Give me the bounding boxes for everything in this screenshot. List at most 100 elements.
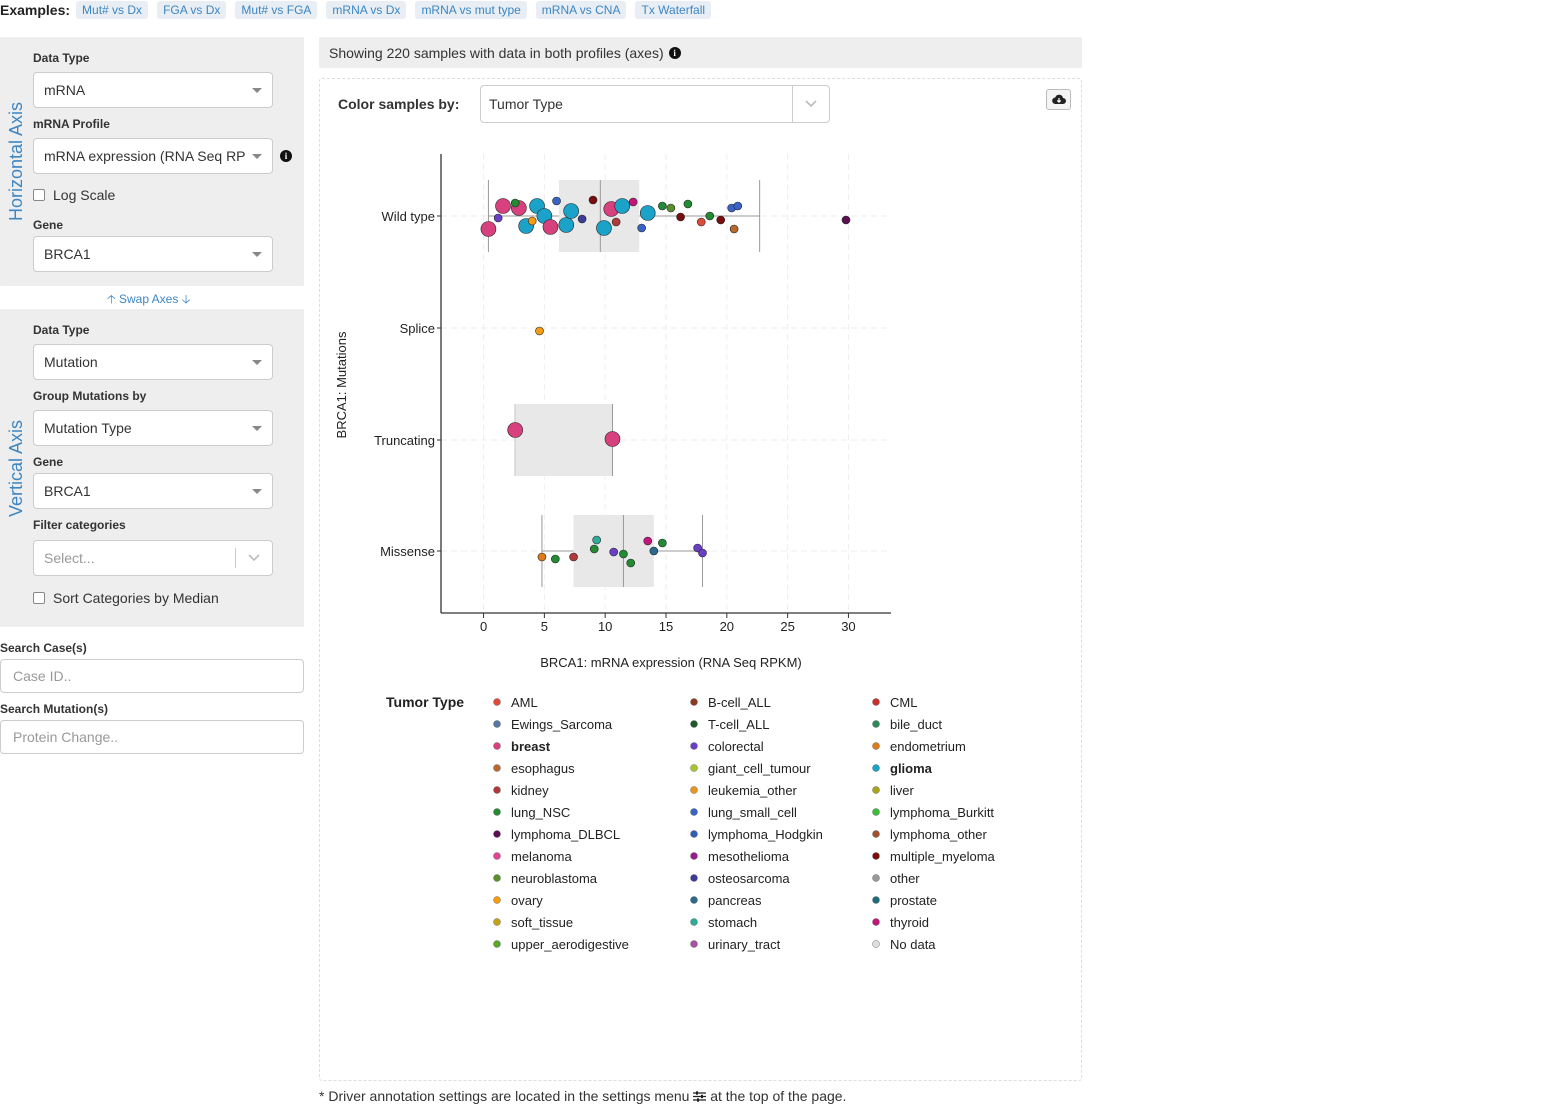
samples-info-text: Showing 220 samples with data in both pr… (329, 44, 664, 61)
legend-swatch (690, 830, 698, 838)
legend-label: other (890, 871, 920, 886)
group-mutations-label: Group Mutations by (33, 389, 147, 403)
sort-by-median-checkbox[interactable]: Sort Categories by Median (33, 590, 219, 606)
legend-swatch (872, 896, 880, 904)
legend-label: lymphoma_Hodgkin (708, 827, 823, 842)
example-mut-vs-dx[interactable]: Mut# vs Dx (76, 1, 149, 19)
footnote-text-before: * Driver annotation settings are located… (319, 1088, 690, 1104)
filter-categories-placeholder: Select... (44, 550, 95, 566)
data-point (589, 544, 599, 554)
y-tick-label: Wild type (382, 209, 435, 224)
filter-categories-label: Filter categories (33, 518, 126, 532)
h-data-type-value: mRNA (44, 82, 86, 98)
caret-down-icon (252, 251, 262, 257)
legend-swatch (493, 698, 501, 706)
x-axis-label: BRCA1: mRNA expression (RNA Seq RPKM) (540, 655, 802, 670)
data-point (510, 198, 520, 208)
search-mutation-input[interactable]: Protein Change.. (0, 720, 304, 754)
arrow-down-icon: 🡣 (181, 292, 191, 306)
data-point (628, 197, 638, 207)
data-point (537, 552, 547, 562)
data-point (527, 216, 537, 226)
example-tx-waterfall[interactable]: Tx Waterfall (635, 1, 712, 19)
data-point (480, 221, 497, 237)
h-gene-label: Gene (33, 218, 64, 232)
v-gene-label: Gene (33, 455, 64, 469)
example-fga-vs-dx[interactable]: FGA vs Dx (157, 1, 227, 19)
legend-label: osteosarcoma (708, 871, 790, 886)
v-gene-select[interactable]: BRCA1 (33, 473, 273, 509)
plot-container (319, 78, 1082, 1081)
legend-swatch (690, 852, 698, 860)
legend-swatch (872, 852, 880, 860)
data-point (639, 205, 656, 221)
data-point (643, 536, 653, 546)
legend-label: giant_cell_tumour (708, 761, 811, 776)
h-data-type-select[interactable]: mRNA (33, 72, 273, 108)
legend-swatch (872, 808, 880, 816)
log-scale-label: Log Scale (53, 187, 116, 203)
info-icon[interactable]: i (668, 46, 681, 59)
legend-label: AML (511, 695, 538, 710)
legend-label: lung_NSC (511, 805, 570, 820)
legend-swatch (690, 940, 698, 948)
chevron-down-icon (236, 554, 272, 562)
data-point (507, 422, 523, 438)
legend-label: No data (890, 937, 936, 952)
legend-swatch (493, 940, 501, 948)
download-button[interactable] (1046, 89, 1071, 110)
caret-down-icon (252, 87, 262, 93)
legend-label: CML (890, 695, 917, 710)
examples-label: Examples: (0, 2, 71, 18)
legend-swatch (690, 896, 698, 904)
data-point (614, 198, 631, 214)
data-point (619, 549, 628, 559)
data-point (666, 203, 676, 213)
v-data-type-value: Mutation (44, 354, 98, 370)
search-case-input[interactable]: Case ID.. (0, 659, 304, 693)
log-scale-checkbox[interactable]: Log Scale (33, 187, 115, 203)
legend-label: stomach (708, 915, 757, 930)
data-point (841, 215, 851, 225)
group-mutations-select[interactable]: Mutation Type (33, 410, 273, 446)
y-axis-label: BRCA1: Mutations (334, 331, 349, 438)
data-point (596, 220, 612, 236)
legend-label: pancreas (708, 893, 762, 908)
filter-categories-select[interactable]: Select... (33, 540, 273, 576)
legend-swatch (690, 698, 698, 706)
data-point (551, 554, 560, 564)
example-mrna-vs-cna[interactable]: mRNA vs CNA (535, 1, 627, 19)
legend-label: endometrium (890, 739, 966, 754)
y-tick-label: Truncating (374, 433, 435, 448)
data-point (698, 548, 707, 558)
legend-label: multiple_myeloma (890, 849, 996, 864)
swap-axes-label: Swap Axes (118, 292, 179, 306)
data-point (495, 198, 511, 214)
swap-axes-button[interactable]: 🡡 Swap Axes 🡣 (107, 290, 190, 311)
cloud-download-icon (1051, 94, 1066, 105)
example-mut-vs-fga[interactable]: Mut# vs FGA (235, 1, 318, 19)
data-point (609, 547, 619, 557)
legend-swatch (872, 940, 880, 948)
h-profile-select[interactable]: mRNA expression (RNA Seq RPKM) (33, 138, 273, 174)
legend-label: bile_duct (890, 717, 942, 732)
legend-label: prostate (890, 893, 937, 908)
legend-swatch (493, 742, 501, 750)
data-point (535, 326, 544, 336)
data-point (676, 212, 685, 222)
data-point (604, 431, 621, 447)
legend-swatch (493, 874, 501, 882)
data-point (569, 552, 578, 562)
search-mutation-placeholder: Protein Change.. (13, 729, 119, 745)
legend-title: Tumor Type (386, 694, 464, 710)
profile-info-icon[interactable]: i (280, 150, 292, 162)
example-mrna-vs-dx[interactable]: mRNA vs Dx (326, 1, 407, 19)
v-gene-value: BRCA1 (44, 483, 91, 499)
footnote-text-after: at the top of the page. (710, 1088, 847, 1104)
data-point (705, 211, 715, 221)
h-gene-select[interactable]: BRCA1 (33, 236, 273, 272)
example-mrna-vs-mut-type[interactable]: mRNA vs mut type (415, 1, 527, 19)
vertical-axis-panel: Vertical Axis Data Type Mutation Group M… (0, 309, 304, 627)
v-data-type-select[interactable]: Mutation (33, 344, 273, 380)
color-samples-select[interactable]: Tumor Type (480, 85, 830, 123)
